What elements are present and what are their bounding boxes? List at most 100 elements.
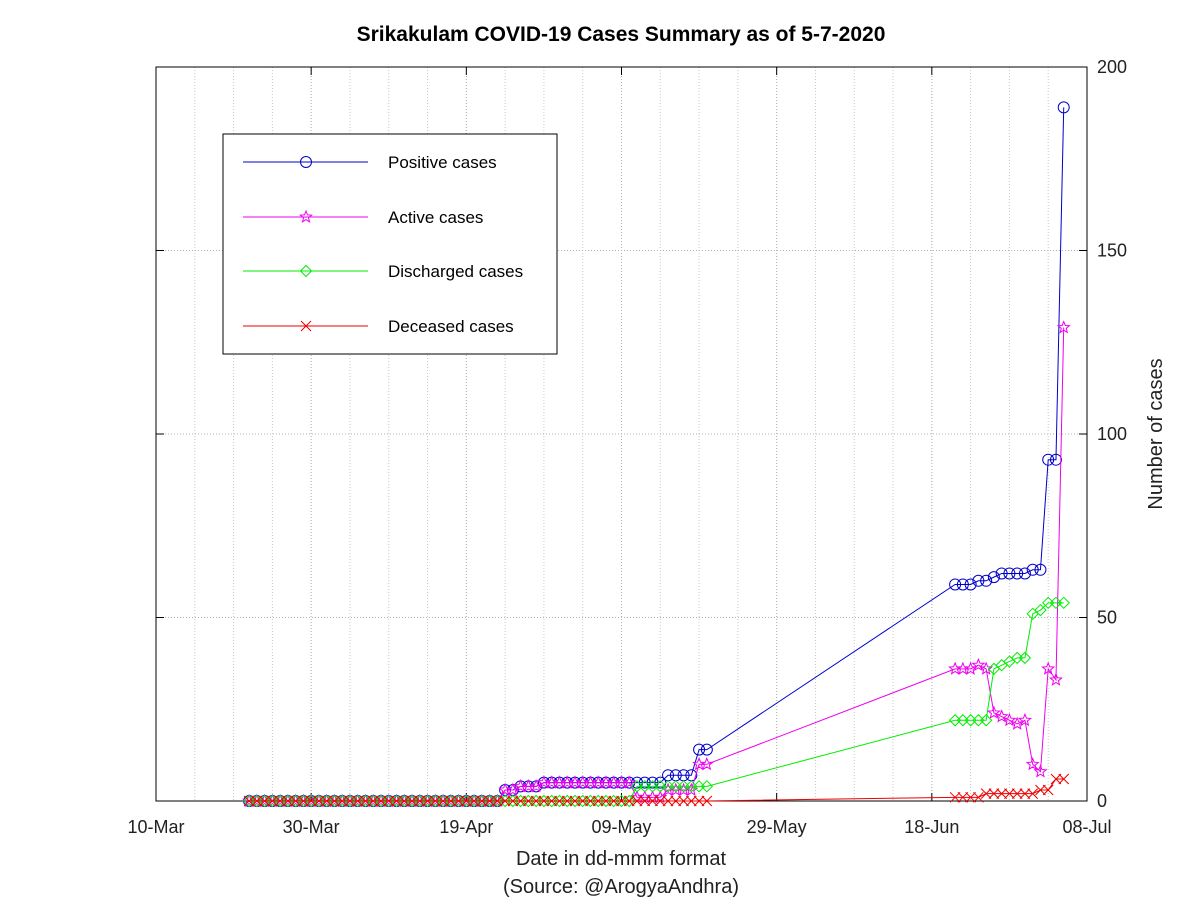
point-x-marker <box>460 795 472 807</box>
point-x-marker <box>429 795 441 807</box>
point-x-marker <box>1058 773 1070 785</box>
point-x-marker <box>414 795 426 807</box>
point-x-marker <box>352 795 364 807</box>
point-x-marker <box>654 795 666 807</box>
point-circle-marker <box>1042 453 1055 466</box>
point-diamond-marker <box>979 714 993 727</box>
point-circle-marker <box>1003 567 1016 580</box>
point-star-marker <box>1017 712 1032 727</box>
point-x-marker <box>554 795 565 807</box>
point-diamond-marker <box>1057 596 1070 610</box>
point-x-marker <box>996 788 1008 800</box>
point-x-marker <box>685 795 697 807</box>
point-x-marker <box>484 795 495 807</box>
x-axis-source-label: (Source: @ArogyaAndhra) <box>503 876 739 898</box>
point-x-marker <box>453 795 464 807</box>
point-x-marker <box>1019 788 1031 800</box>
point-x-marker <box>670 795 682 807</box>
point-x-marker <box>437 795 449 807</box>
point-x-marker <box>391 795 402 807</box>
point-circle-marker <box>1034 563 1047 576</box>
point-x-marker <box>662 795 674 807</box>
point-x-marker <box>523 795 534 807</box>
point-x-marker <box>1035 784 1046 796</box>
point-x-marker <box>1004 788 1015 800</box>
y-tick-label: 200 <box>1097 57 1127 77</box>
point-x-marker <box>623 795 635 807</box>
point-x-marker <box>973 791 984 803</box>
point-x-marker <box>616 795 627 807</box>
point-x-marker <box>949 791 961 803</box>
point-x-marker <box>678 795 689 807</box>
point-circle-marker <box>987 571 1000 584</box>
point-diamond-marker <box>1034 603 1047 617</box>
point-x-marker <box>701 795 713 807</box>
x-axis: 10-Mar 30-Mar 19-Apr 09-May 29-May 18-Jun 08-J… <box>127 67 1112 837</box>
point-x-marker <box>321 795 333 807</box>
point-x-marker <box>499 795 511 807</box>
point-star-marker <box>1010 716 1025 730</box>
point-x-marker <box>965 791 976 803</box>
point-x-marker <box>329 795 340 807</box>
point-circle-marker <box>300 156 312 168</box>
point-x-marker <box>561 795 573 807</box>
point-x-marker <box>980 788 992 800</box>
point-x-marker <box>608 795 620 807</box>
y-axis: 0 50 100 150 200 <box>156 57 1127 811</box>
point-x-marker <box>1042 784 1054 796</box>
point-x-marker <box>251 795 263 807</box>
point-x-marker <box>398 795 410 807</box>
point-circle-marker <box>700 743 713 756</box>
point-x-marker <box>538 795 550 807</box>
x-tick-label: 08-Jul <box>1062 817 1111 837</box>
point-star-marker <box>653 789 668 804</box>
point-x-marker <box>360 795 371 807</box>
point-x-marker <box>569 795 581 807</box>
y-tick-label: 150 <box>1097 241 1127 261</box>
point-circle-marker <box>956 578 969 591</box>
point-x-marker <box>592 795 604 807</box>
point-x-marker <box>546 795 558 807</box>
legend: Positive cases Active cases Discharged cas… <box>222 133 558 355</box>
point-x-marker <box>282 795 294 807</box>
x-tick-label: 10-Mar <box>127 817 184 837</box>
point-x-marker <box>383 795 395 807</box>
point-star-marker <box>963 661 978 675</box>
point-diamond-marker <box>1018 651 1032 665</box>
point-star-marker <box>529 778 544 793</box>
point-x-marker <box>313 795 325 807</box>
point-star-marker <box>505 782 520 796</box>
point-x-marker <box>585 795 596 807</box>
point-circle-marker <box>995 567 1008 580</box>
point-x-marker <box>468 795 480 807</box>
point-x-marker <box>515 795 526 807</box>
point-x-marker <box>577 795 589 807</box>
point-x-marker <box>375 795 387 807</box>
point-x-marker <box>422 795 433 807</box>
point-x-marker <box>631 795 643 807</box>
point-circle-marker <box>1026 563 1039 576</box>
series-group <box>242 101 1071 808</box>
point-x-marker <box>243 795 255 807</box>
point-x-marker <box>530 795 542 807</box>
y-tick-label: 100 <box>1097 424 1127 444</box>
point-star-marker <box>1048 672 1063 686</box>
point-star-marker <box>971 657 986 672</box>
series-diamond <box>242 596 1070 808</box>
point-circle-marker <box>980 574 993 587</box>
point-circle-marker <box>1011 567 1024 580</box>
point-x-marker <box>693 795 705 807</box>
point-x-marker <box>507 795 519 807</box>
point-x-marker <box>476 795 488 807</box>
point-x-marker <box>274 795 286 807</box>
point-x-marker <box>1011 788 1023 800</box>
x-tick-label: 18-Jun <box>904 817 959 837</box>
x-tick-label: 29-May <box>747 817 807 837</box>
point-circle-marker <box>693 743 706 756</box>
point-x-marker <box>1027 788 1039 800</box>
point-x-marker <box>647 795 658 807</box>
point-x-marker <box>336 795 348 807</box>
point-circle-marker <box>1018 567 1031 580</box>
legend-label: Discharged cases <box>388 262 523 281</box>
